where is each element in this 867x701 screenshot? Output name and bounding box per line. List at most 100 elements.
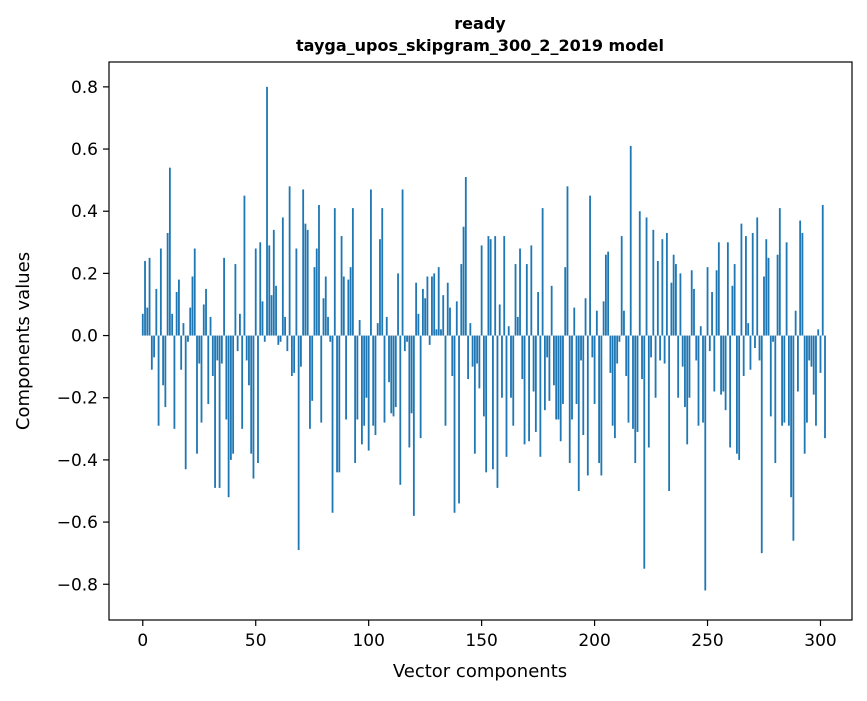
- bar-178: [543, 335, 546, 411]
- bar-240: [684, 335, 686, 408]
- bar-209: [614, 335, 616, 439]
- bar-185: [559, 335, 562, 442]
- bar-series: [141, 86, 826, 591]
- bar-137: [451, 335, 454, 376]
- bar-220: [638, 211, 641, 336]
- bar-105: [379, 239, 381, 336]
- bar-47: [248, 335, 250, 386]
- bar-144: [467, 335, 469, 380]
- bar-82: [327, 316, 329, 336]
- bar-93: [351, 208, 354, 336]
- bar-235: [672, 254, 675, 336]
- bar-222: [643, 335, 646, 569]
- bar-237: [677, 335, 680, 398]
- bar-109: [388, 335, 390, 383]
- bar-142: [462, 226, 465, 336]
- bar-248: [702, 335, 704, 423]
- bar-98: [363, 335, 366, 426]
- bar-59: [275, 285, 277, 336]
- bar-187: [564, 267, 567, 336]
- bar-123: [419, 335, 422, 439]
- bar-63: [284, 316, 286, 336]
- x-tick-label: 150: [465, 631, 497, 651]
- bar-10: [164, 335, 167, 408]
- bar-85: [333, 208, 336, 336]
- bar-261: [731, 285, 734, 336]
- bar-262: [733, 264, 736, 336]
- bar-245: [695, 335, 698, 361]
- bar-45: [243, 195, 246, 336]
- bar-107: [383, 335, 386, 423]
- bar-208: [611, 335, 614, 426]
- bar-298: [815, 335, 817, 426]
- bar-133: [442, 295, 445, 336]
- bar-21: [189, 307, 192, 336]
- bar-140: [458, 335, 460, 504]
- bar-296: [810, 335, 813, 367]
- bar-149: [478, 335, 481, 389]
- x-tick-label: 250: [691, 631, 723, 651]
- bar-88: [340, 236, 343, 336]
- bar-146: [471, 335, 474, 367]
- bar-198: [589, 195, 591, 336]
- bar-36: [223, 257, 225, 336]
- bar-193: [577, 335, 580, 491]
- bar-159: [501, 335, 503, 398]
- bar-264: [738, 335, 741, 460]
- bar-9: [162, 335, 165, 386]
- bar-154: [489, 239, 492, 336]
- bar-253: [713, 335, 716, 392]
- bar-167: [519, 248, 521, 336]
- bar-207: [609, 335, 612, 373]
- bar-227: [654, 335, 657, 398]
- chart-title-line1: ready: [454, 14, 506, 33]
- y-tick-label: −0.4: [57, 451, 98, 471]
- bar-272: [756, 217, 759, 336]
- bar-138: [453, 335, 456, 513]
- bar-83: [329, 335, 332, 342]
- bar-125: [424, 298, 427, 336]
- bar-34: [218, 335, 221, 488]
- bar-19: [184, 335, 187, 470]
- bar-129: [433, 273, 436, 336]
- bar-192: [575, 335, 578, 404]
- bar-33: [216, 335, 219, 361]
- bar-259: [726, 242, 729, 336]
- bar-96: [358, 320, 361, 336]
- bar-230: [661, 239, 664, 336]
- bar-246: [697, 335, 700, 426]
- bar-16: [178, 279, 180, 336]
- bar-268: [747, 323, 750, 336]
- bar-203: [600, 335, 603, 476]
- bar-204: [602, 301, 605, 336]
- bar-243: [690, 270, 693, 336]
- bar-61: [279, 335, 282, 342]
- bar-255: [717, 242, 720, 336]
- bar-286: [787, 335, 790, 426]
- bar-65: [288, 186, 291, 336]
- bar-18: [182, 323, 185, 336]
- bar-250: [706, 267, 709, 336]
- bar-64: [286, 335, 289, 352]
- plot-frame: [108, 61, 853, 621]
- bar-52: [259, 242, 262, 336]
- bar-1: [144, 260, 146, 336]
- bar-206: [607, 251, 610, 336]
- bar-216: [629, 145, 632, 336]
- bar-119: [410, 335, 413, 414]
- bar-97: [361, 335, 363, 445]
- bar-62: [281, 217, 284, 336]
- bar-231: [663, 335, 666, 364]
- bar-172: [530, 245, 533, 336]
- bar-148: [476, 335, 479, 364]
- bar-300: [819, 335, 822, 373]
- bar-214: [625, 335, 628, 376]
- bar-87: [338, 335, 341, 473]
- bar-12: [168, 167, 171, 336]
- bar-49: [252, 335, 255, 479]
- bar-80: [322, 298, 325, 336]
- bar-29: [207, 335, 210, 404]
- bar-273: [758, 335, 761, 361]
- bar-108: [385, 316, 388, 336]
